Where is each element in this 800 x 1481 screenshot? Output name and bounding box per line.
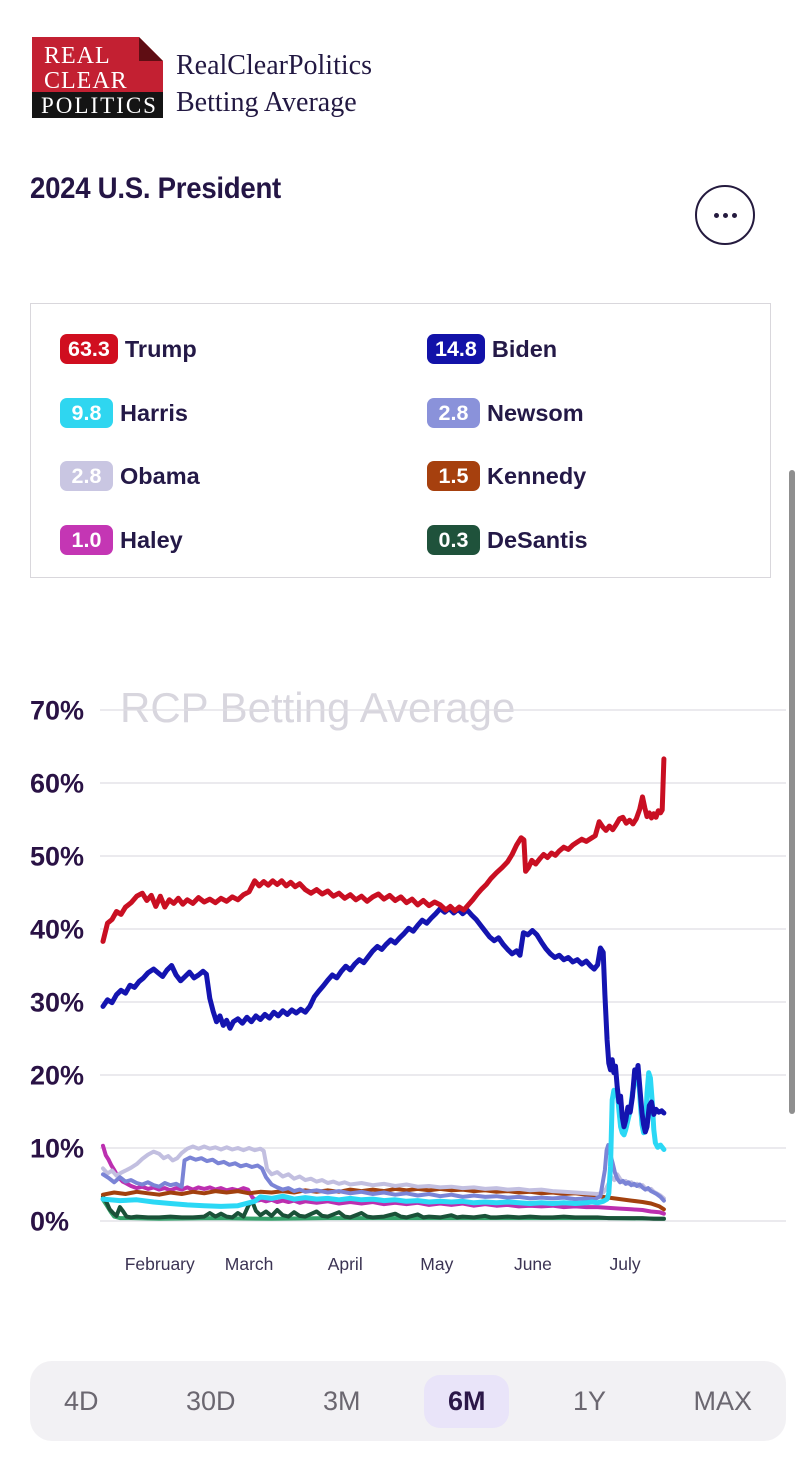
legend-value-badge: 0.3 <box>427 524 480 555</box>
chart-xtick-label: February <box>125 1254 195 1274</box>
legend-value-badge: 9.8 <box>60 397 113 428</box>
legend-item[interactable]: 1.0 Haley <box>60 524 427 589</box>
legend-candidate-name: Biden <box>491 336 558 362</box>
chart-ytick-label: 30% <box>30 988 84 1018</box>
legend-candidate-name: Trump <box>124 336 197 362</box>
chart-series-haley <box>101 1143 666 1216</box>
chart-ytick-label: 40% <box>30 915 84 945</box>
legend-card: 63.3 Trump 14.8 Biden 9.8 Harris 2.8 New… <box>30 303 771 578</box>
legend-item[interactable]: 14.8 Biden <box>427 334 770 398</box>
range-button-max[interactable]: MAX <box>693 1385 752 1416</box>
chart-ytick-label: 70% <box>30 696 84 726</box>
legend-item[interactable]: 2.8 Newsom <box>427 397 770 462</box>
range-button-6m[interactable]: 6M <box>423 1374 510 1428</box>
chart-ytick-label: 10% <box>30 1134 84 1164</box>
range-button-4d[interactable]: 4D <box>64 1385 99 1416</box>
legend-grid: 63.3 Trump 14.8 Biden 9.8 Harris 2.8 New… <box>31 304 770 588</box>
legend-value-badge: 2.8 <box>427 397 480 428</box>
legend-value-badge: 14.8 <box>427 334 485 364</box>
more-menu-button[interactable] <box>695 185 755 245</box>
legend-value-badge: 1.5 <box>427 461 480 491</box>
chart-xtick-label: June <box>514 1254 552 1274</box>
legend-item[interactable]: 63.3 Trump <box>60 334 427 398</box>
legend-candidate-name: DeSantis <box>487 526 588 553</box>
site-title-line1: RealClearPolitics <box>176 50 372 81</box>
legend-value-badge: 63.3 <box>60 334 118 364</box>
chart-series-biden <box>100 906 667 1135</box>
legend-value-badge: 1.0 <box>60 524 113 555</box>
legend-item[interactable]: 2.8 Obama <box>60 461 427 525</box>
legend-item[interactable]: 9.8 Harris <box>60 397 427 462</box>
rcp-logo-shape <box>32 37 163 118</box>
scrollbar-thumb[interactable] <box>789 470 795 1114</box>
legend-item[interactable]: 1.5 Kennedy <box>427 461 770 525</box>
chart-xtick-label: March <box>225 1254 274 1274</box>
page-title: 2024 U.S. President <box>30 172 281 205</box>
chart-xtick-label: May <box>420 1254 453 1274</box>
chart-xtick-label: July <box>610 1254 641 1274</box>
time-range-bar: 4D 30D 3M 6M 1Y MAX <box>30 1361 786 1441</box>
chart-ytick-label: 20% <box>30 1061 84 1091</box>
legend-candidate-name: Kennedy <box>487 463 587 489</box>
betting-chart[interactable]: RCP Betting Average 70% 60% 50% 40% 30% 20% 10%… <box>0 655 800 1295</box>
logo-word-politics: POLITICS <box>41 93 158 118</box>
ellipsis-icon <box>713 212 737 218</box>
logo-word-clear: CLEAR <box>44 68 128 94</box>
legend-value-badge: 2.8 <box>60 461 113 491</box>
logo-word-real: REAL <box>44 43 111 69</box>
chart-series-desantis <box>101 1194 666 1221</box>
chart-watermark: RCP Betting Average <box>120 684 515 731</box>
legend-candidate-name: Obama <box>120 463 200 489</box>
legend-candidate-name: Newsom <box>487 399 584 426</box>
range-button-3m[interactable]: 3M <box>322 1385 361 1416</box>
chart-series-newsom <box>101 1143 666 1203</box>
legend-item[interactable]: 0.3 DeSantis <box>427 524 770 589</box>
site-title: RealClearPolitics Betting Average <box>176 47 372 121</box>
chart-ytick-label: 60% <box>30 769 84 799</box>
legend-candidate-name: Haley <box>120 526 183 553</box>
chart-xtick-label: April <box>328 1254 363 1274</box>
chart-ytick-label: 50% <box>30 842 84 872</box>
range-button-1y[interactable]: 1Y <box>572 1385 606 1416</box>
range-button-30d[interactable]: 30D <box>185 1385 236 1416</box>
chart-series-obama <box>101 1144 666 1201</box>
rcp-logo: REAL CLEAR POLITICS <box>32 37 163 118</box>
legend-candidate-name: Harris <box>120 399 188 426</box>
site-title-line2: Betting Average <box>176 87 357 118</box>
chart-ytick-label: 0% <box>30 1207 69 1237</box>
chart-series-trump <box>100 756 667 944</box>
